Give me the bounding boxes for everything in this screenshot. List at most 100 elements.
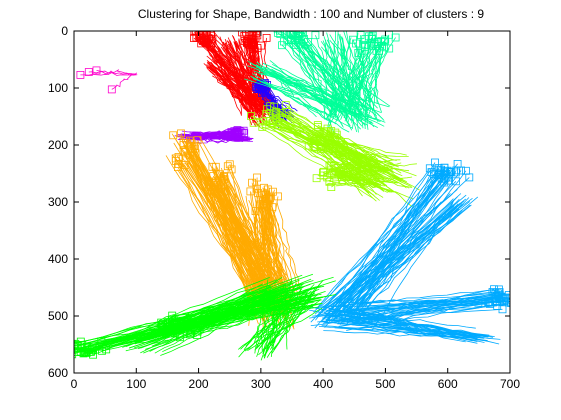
trajectory-line — [178, 158, 263, 302]
trajectory-line — [343, 174, 440, 320]
trajectory-start-marker — [190, 31, 199, 36]
trajectory-start-marker — [327, 161, 336, 170]
trajectory-start-marker — [501, 293, 510, 302]
trajectory-line — [354, 171, 432, 317]
trajectory-line — [165, 155, 264, 315]
trajectory-start-marker — [187, 139, 196, 148]
trajectory-line — [277, 116, 402, 181]
trajectory-line — [316, 172, 436, 309]
trajectory-line — [283, 41, 360, 111]
trajectory-line — [325, 45, 377, 121]
x-tick-label: 200 — [189, 377, 209, 391]
trajectory-start-marker — [107, 85, 116, 94]
trajectory-line — [175, 160, 258, 307]
trajectory-start-marker — [500, 294, 509, 303]
trajectory-start-marker — [262, 34, 271, 42]
x-tick-label: 600 — [438, 377, 458, 391]
trajectory-line — [341, 36, 359, 133]
trajectory-start-marker — [285, 22, 292, 29]
trajectory-line — [253, 177, 259, 307]
trajectory-line — [266, 113, 376, 185]
trajectory-line — [314, 140, 383, 176]
trajectory-start-marker — [246, 187, 255, 196]
trajectory-line — [250, 75, 353, 129]
trajectory-start-marker — [356, 31, 365, 40]
trajectory-start-marker — [319, 167, 328, 176]
trajectory-line — [182, 304, 298, 325]
trajectory-line — [240, 288, 303, 350]
trajectory-line — [253, 122, 374, 199]
trajectory-start-marker — [379, 37, 388, 46]
trajectory-start-marker — [179, 147, 188, 156]
trajectory-line — [271, 294, 275, 349]
trajectory-start-marker — [318, 168, 327, 177]
trajectory-line — [324, 312, 476, 335]
trajectory-start-marker — [227, 128, 236, 137]
trajectory-start-marker — [452, 166, 461, 175]
trajectory-line — [346, 31, 364, 129]
trajectory-start-marker — [488, 288, 497, 296]
trajectory-start-marker — [322, 127, 331, 136]
trajectory-line — [187, 154, 295, 292]
trajectory-line — [286, 39, 344, 128]
trajectory-start-marker — [253, 173, 262, 182]
trajectory-line — [182, 132, 232, 140]
trajectory-start-marker — [298, 31, 307, 37]
x-axis: 0 100 200 300 400 500 600 700 — [71, 31, 520, 391]
trajectory-line — [323, 330, 475, 338]
trajectory-line — [356, 202, 454, 321]
trajectory-line — [261, 84, 285, 113]
trajectory-start-marker — [311, 31, 320, 40]
trajectory-line — [349, 41, 382, 111]
trajectory-start-marker — [266, 102, 275, 111]
trajectory-start-marker — [83, 342, 91, 351]
trajectory-start-marker — [67, 344, 74, 351]
trajectory-start-marker — [273, 31, 282, 33]
trajectory-line — [250, 115, 393, 173]
trajectory-start-marker — [491, 290, 500, 299]
x-tick-label: 0 — [71, 377, 78, 391]
x-tick-label: 700 — [500, 377, 520, 391]
trajectory-start-marker — [352, 39, 361, 48]
trajectory-start-marker — [223, 162, 232, 171]
trajectory-line — [222, 41, 255, 114]
trajectory-line — [289, 110, 382, 163]
trajectory-line — [167, 294, 337, 328]
trajectory-start-marker — [288, 31, 297, 40]
trajectory-line — [339, 171, 381, 185]
trajectory-line — [331, 165, 383, 189]
trajectory-start-marker — [498, 305, 507, 314]
cluster-6 — [247, 101, 420, 208]
trajectory-line — [326, 46, 366, 119]
trajectory-start-marker — [361, 43, 369, 51]
trajectory-line — [183, 144, 271, 301]
trajectory-line — [188, 130, 232, 137]
x-tick-label: 100 — [126, 377, 146, 391]
trajectory-line — [295, 44, 366, 127]
trajectory-start-marker — [325, 177, 334, 186]
y-tick-label: 300 — [48, 195, 68, 209]
y-tick-label: 600 — [48, 366, 68, 380]
trajectory-start-marker — [92, 66, 101, 75]
trajectory-start-marker — [309, 142, 318, 151]
trajectory-line — [315, 169, 442, 321]
trajectory-start-marker — [190, 34, 198, 42]
trajectory-line — [192, 147, 282, 303]
cluster-4 — [174, 126, 254, 144]
trajectory-line — [207, 62, 254, 118]
trajectory-line — [171, 302, 302, 333]
trajectory-line — [324, 129, 390, 159]
trajectory-start-marker — [84, 68, 93, 76]
y-tick-label: 500 — [48, 309, 68, 323]
trajectory-line — [213, 168, 292, 315]
trajectory-line — [214, 184, 252, 306]
trajectory-start-marker — [465, 173, 474, 182]
trajectory-line — [330, 31, 337, 109]
trajectory-line — [325, 167, 445, 321]
trajectory-start-marker — [262, 110, 271, 118]
trajectory-line — [238, 306, 289, 358]
trajectory-start-marker — [274, 192, 282, 201]
y-tick-label: 200 — [48, 138, 68, 152]
trajectory-start-marker — [185, 136, 194, 145]
